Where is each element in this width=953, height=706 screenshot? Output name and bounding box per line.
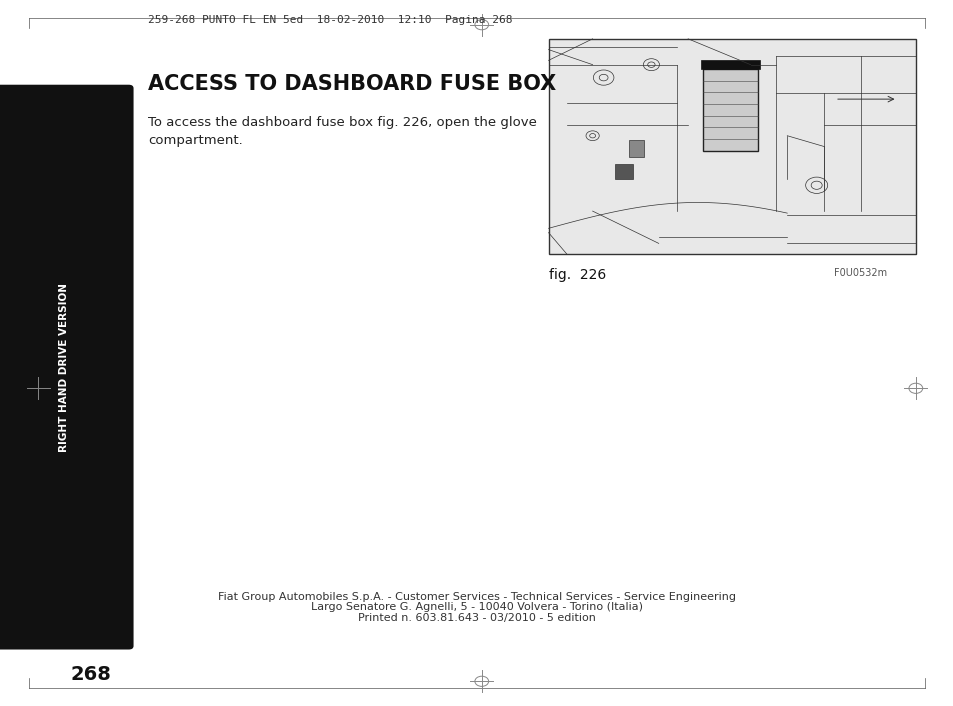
- Text: To access the dashboard fuse box fig. 226, open the glove
compartment.: To access the dashboard fuse box fig. 22…: [148, 116, 537, 148]
- Text: Fiat Group Automobiles S.p.A. - Customer Services - Technical Services - Service: Fiat Group Automobiles S.p.A. - Customer…: [218, 592, 735, 602]
- Text: ACCESS TO DASHBOARD FUSE BOX: ACCESS TO DASHBOARD FUSE BOX: [148, 74, 556, 94]
- Bar: [548, 39, 915, 254]
- Text: Printed n. 603.81.643 - 03/2010 - 5 edition: Printed n. 603.81.643 - 03/2010 - 5 edit…: [357, 613, 596, 623]
- Text: Largo Senatore G. Agnelli, 5 - 10040 Volvera - Torino (Italia): Largo Senatore G. Agnelli, 5 - 10040 Vol…: [311, 602, 642, 612]
- Text: F0U0532m: F0U0532m: [833, 268, 886, 278]
- Text: RIGHT HAND DRIVE VERSION: RIGHT HAND DRIVE VERSION: [59, 282, 70, 452]
- FancyBboxPatch shape: [0, 85, 133, 650]
- Bar: [629, 140, 643, 157]
- Text: 268: 268: [71, 665, 111, 683]
- Bar: [700, 61, 759, 69]
- Text: 259-268 PUNTO FL EN 5ed  18-02-2010  12:10  Pagina 268: 259-268 PUNTO FL EN 5ed 18-02-2010 12:10…: [148, 15, 512, 25]
- Bar: [614, 164, 633, 179]
- Bar: [702, 69, 757, 151]
- Text: fig.  226: fig. 226: [548, 268, 605, 282]
